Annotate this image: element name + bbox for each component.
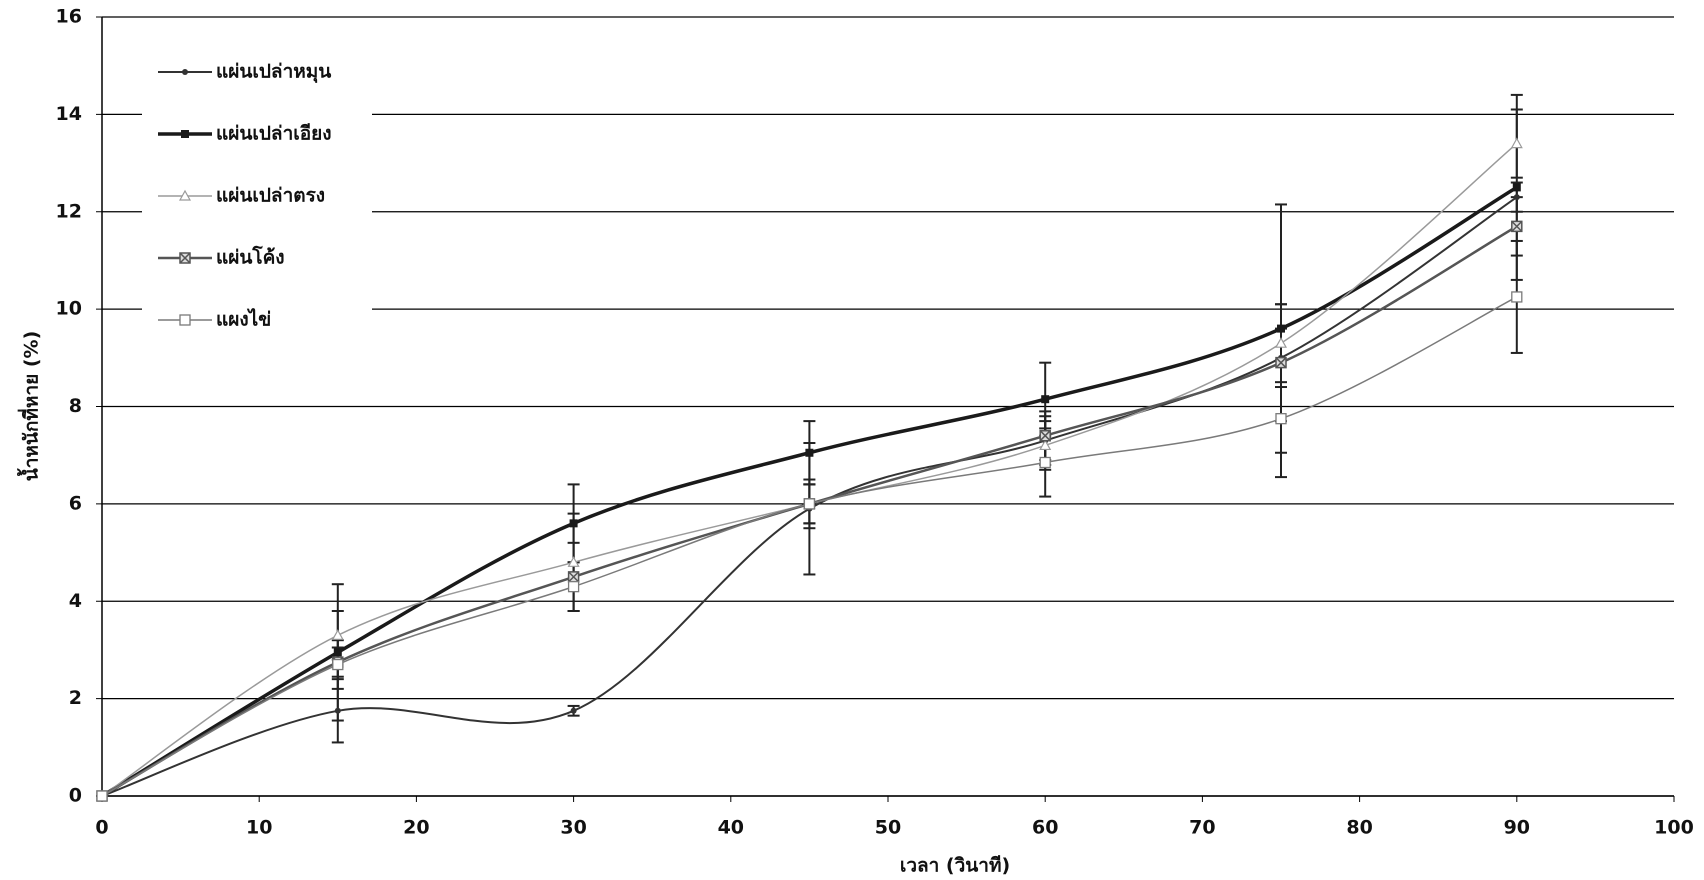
x-tick-label: 0 bbox=[95, 817, 108, 839]
legend-label: แผ่นเปล่าหมุน bbox=[216, 61, 331, 84]
x-tick-label: 90 bbox=[1504, 817, 1530, 839]
y-tick-label: 16 bbox=[56, 6, 82, 28]
marker bbox=[571, 708, 577, 714]
marker bbox=[1512, 292, 1522, 302]
legend-label: แผงไข่ bbox=[216, 308, 271, 331]
chart: เวลา (วินาที) น้ำหนักที่หาย (%) 0 2 4 6 8 10 1… bbox=[0, 0, 1704, 880]
x-tick-label: 70 bbox=[1189, 817, 1215, 839]
x-tick-label: 50 bbox=[875, 817, 901, 839]
marker bbox=[182, 69, 188, 75]
marker bbox=[333, 630, 343, 639]
y-tick-label: 2 bbox=[69, 687, 82, 709]
y-tick-label: 14 bbox=[56, 103, 82, 125]
y-tick-label: 0 bbox=[69, 785, 82, 807]
marker bbox=[1512, 139, 1522, 148]
marker bbox=[97, 791, 107, 801]
y-tick-label: 4 bbox=[69, 590, 82, 612]
marker bbox=[333, 660, 343, 670]
legend-label: แผ่นโค้ง bbox=[216, 246, 285, 269]
marker bbox=[569, 582, 579, 592]
marker bbox=[1512, 221, 1522, 231]
marker bbox=[1276, 358, 1286, 368]
marker bbox=[1040, 457, 1050, 467]
marker bbox=[1040, 431, 1050, 441]
marker bbox=[569, 572, 579, 582]
y-tick-label: 8 bbox=[69, 395, 82, 417]
x-tick-label: 40 bbox=[718, 817, 744, 839]
legend-label: แผ่นเปล่าเอียง bbox=[216, 123, 332, 145]
marker bbox=[1276, 338, 1286, 347]
marker bbox=[334, 648, 342, 656]
x-tick-label: 10 bbox=[246, 817, 272, 839]
y-axis-label: น้ำหนักที่หาย (%) bbox=[17, 331, 43, 482]
marker bbox=[181, 130, 189, 138]
legend: แผ่นเปล่าหมุนแผ่นเปล่าเอียงแผ่นเปล่าตรงแ… bbox=[142, 35, 372, 331]
marker bbox=[1041, 395, 1049, 403]
marker bbox=[180, 315, 190, 325]
y-tick-label: 10 bbox=[56, 298, 82, 320]
marker bbox=[1513, 183, 1521, 191]
marker bbox=[1277, 325, 1285, 333]
marker bbox=[1276, 414, 1286, 424]
marker bbox=[1514, 194, 1520, 200]
x-tick-label: 60 bbox=[1032, 817, 1058, 839]
x-tick-label: 80 bbox=[1346, 817, 1372, 839]
x-tick-label: 20 bbox=[403, 817, 429, 839]
y-tick-label: 6 bbox=[69, 492, 82, 514]
legend-label: แผ่นเปล่าตรง bbox=[216, 185, 325, 207]
marker bbox=[805, 449, 813, 457]
marker bbox=[570, 519, 578, 527]
marker bbox=[180, 253, 190, 263]
x-tick-label: 100 bbox=[1654, 817, 1694, 839]
marker bbox=[335, 708, 341, 714]
y-tick-label: 12 bbox=[56, 200, 82, 222]
marker bbox=[804, 499, 814, 509]
x-axis-label: เวลา (วินาที) bbox=[900, 855, 1010, 877]
x-tick-label: 30 bbox=[560, 817, 586, 839]
